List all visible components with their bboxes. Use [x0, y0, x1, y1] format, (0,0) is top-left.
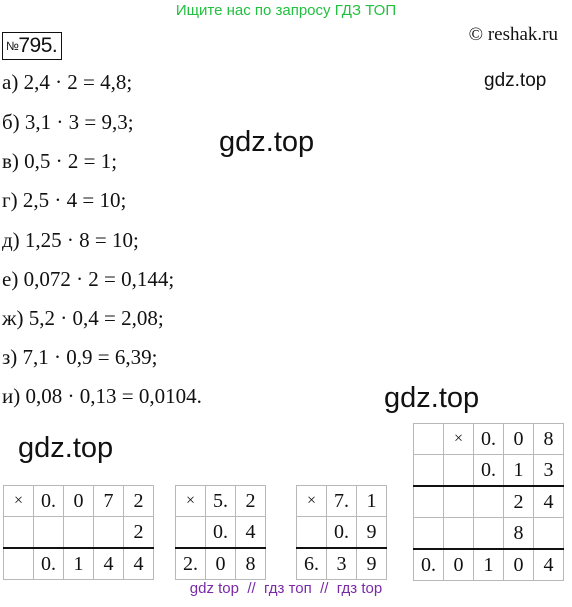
grid-row: 2: [3, 516, 154, 549]
task-number-value: 795.: [18, 34, 58, 57]
grid-cell: [413, 454, 444, 487]
grid-cell: 7.: [326, 485, 357, 517]
grid-cell: 4: [235, 516, 266, 549]
copyright: © reshak.ru: [468, 24, 558, 45]
column-multiplication-4: × 0. 0 8 0. 1 3 2 4 8 0. 0 1 0 4: [413, 423, 564, 581]
grid-cell: 2: [503, 485, 534, 518]
column-multiplication-2: × 5. 2 0. 4 2. 0 8: [175, 485, 266, 580]
grid-row: × 5. 2: [175, 485, 266, 517]
grid-cell: [296, 516, 327, 549]
grid-cell: [413, 485, 444, 518]
grid-row: 0. 1 4 4: [3, 547, 154, 580]
grid-cell: [413, 423, 444, 455]
solution-line-v: в) 0,5 · 2 = 1;: [2, 149, 118, 173]
grid-cell: [3, 516, 34, 549]
solution-line-z: з) 7,1 · 0,9 = 6,39;: [2, 345, 158, 369]
grid-row: 0. 1 3: [413, 454, 564, 487]
grid-cell: [443, 454, 474, 487]
grid-cell: 8: [235, 547, 266, 580]
grid-cell: [3, 547, 34, 580]
solution-line-i: и) 0,08 · 0,13 = 0,0104.: [2, 384, 202, 408]
grid-cell: 2: [123, 485, 154, 517]
grid-cell: 2: [235, 485, 266, 517]
solution-line-a: а) 2,4 · 2 = 4,8;: [2, 70, 133, 94]
grid-cell: 9: [356, 547, 387, 580]
solution-line-b: б) 3,1 · 3 = 9,3;: [2, 110, 134, 134]
solution-line-d: д) 1,25 · 8 = 10;: [2, 228, 139, 252]
grid-cell: 0.: [33, 547, 64, 580]
grid-cell: [473, 485, 504, 518]
grid-cell: 8: [503, 517, 534, 550]
grid-cell: 5.: [205, 485, 236, 517]
grid-row: × 0. 0 7 2: [3, 485, 154, 517]
grid-cell: ×: [175, 485, 206, 517]
grid-cell: ×: [443, 423, 474, 455]
grid-cell: 0.: [413, 548, 444, 581]
grid-cell: [533, 517, 564, 550]
grid-cell: 1: [503, 454, 534, 487]
grid-cell: [413, 517, 444, 550]
watermark-left: gdz.top: [18, 432, 114, 464]
grid-cell: 2.: [175, 547, 206, 580]
grid-row: × 0. 0 8: [413, 423, 564, 455]
grid-row: 2 4: [413, 485, 564, 518]
grid-cell: 2: [123, 516, 154, 549]
grid-cell: 0.: [33, 485, 64, 517]
grid-row: 0. 9: [296, 516, 387, 549]
grid-cell: [443, 517, 474, 550]
grid-cell: [63, 516, 94, 549]
solution-line-zh: ж) 5,2 · 0,4 = 2,08;: [2, 306, 164, 330]
promo-banner: Ищите нас по запросу ГДЗ ТОП: [175, 2, 397, 19]
grid-cell: 0: [503, 548, 534, 581]
grid-cell: [473, 517, 504, 550]
grid-cell: 0.: [205, 516, 236, 549]
grid-row: 2. 0 8: [175, 547, 266, 580]
grid-cell: 0.: [473, 454, 504, 487]
grid-cell: 3: [326, 547, 357, 580]
solution-line-g: г) 2,5 · 4 = 10;: [2, 188, 127, 212]
grid-row: 6. 3 9: [296, 547, 387, 580]
column-multiplication-1: × 0. 0 7 2 2 0. 1 4 4: [3, 485, 154, 580]
grid-cell: [33, 516, 64, 549]
grid-row: × 7. 1: [296, 485, 387, 517]
watermark-center: gdz.top: [219, 126, 315, 158]
grid-row: 8: [413, 517, 564, 550]
grid-cell: [93, 516, 124, 549]
grid-cell: 0.: [326, 516, 357, 549]
solution-line-e: е) 0,072 · 2 = 0,144;: [2, 267, 175, 291]
grid-cell: 1: [356, 485, 387, 517]
grid-cell: 0: [205, 547, 236, 580]
task-number: №795.: [2, 32, 63, 60]
grid-cell: 0.: [473, 423, 504, 455]
grid-cell: 6.: [296, 547, 327, 580]
grid-cell: 4: [533, 548, 564, 581]
grid-cell: 7: [93, 485, 124, 517]
grid-cell: [175, 516, 206, 549]
grid-row: 0. 0 1 0 4: [413, 548, 564, 581]
grid-cell: 4: [123, 547, 154, 580]
grid-cell: [443, 485, 474, 518]
grid-cell: 1: [63, 547, 94, 580]
grid-cell: 8: [533, 423, 564, 455]
grid-cell: 9: [356, 516, 387, 549]
grid-cell: 4: [533, 485, 564, 518]
grid-row: 0. 4: [175, 516, 266, 549]
grid-cell: 0: [443, 548, 474, 581]
watermark-top-right: gdz.top: [484, 70, 547, 91]
grid-cell: ×: [296, 485, 327, 517]
watermark-mid-right: gdz.top: [384, 382, 480, 414]
grid-cell: ×: [3, 485, 34, 517]
footer-watermark: gdz top // гдз топ // гдз top: [189, 580, 383, 597]
grid-cell: 0: [63, 485, 94, 517]
number-sign: №: [6, 39, 19, 53]
grid-cell: 0: [503, 423, 534, 455]
column-multiplication-3: × 7. 1 0. 9 6. 3 9: [296, 485, 387, 580]
grid-cell: 4: [93, 547, 124, 580]
grid-cell: 3: [533, 454, 564, 487]
grid-cell: 1: [473, 548, 504, 581]
